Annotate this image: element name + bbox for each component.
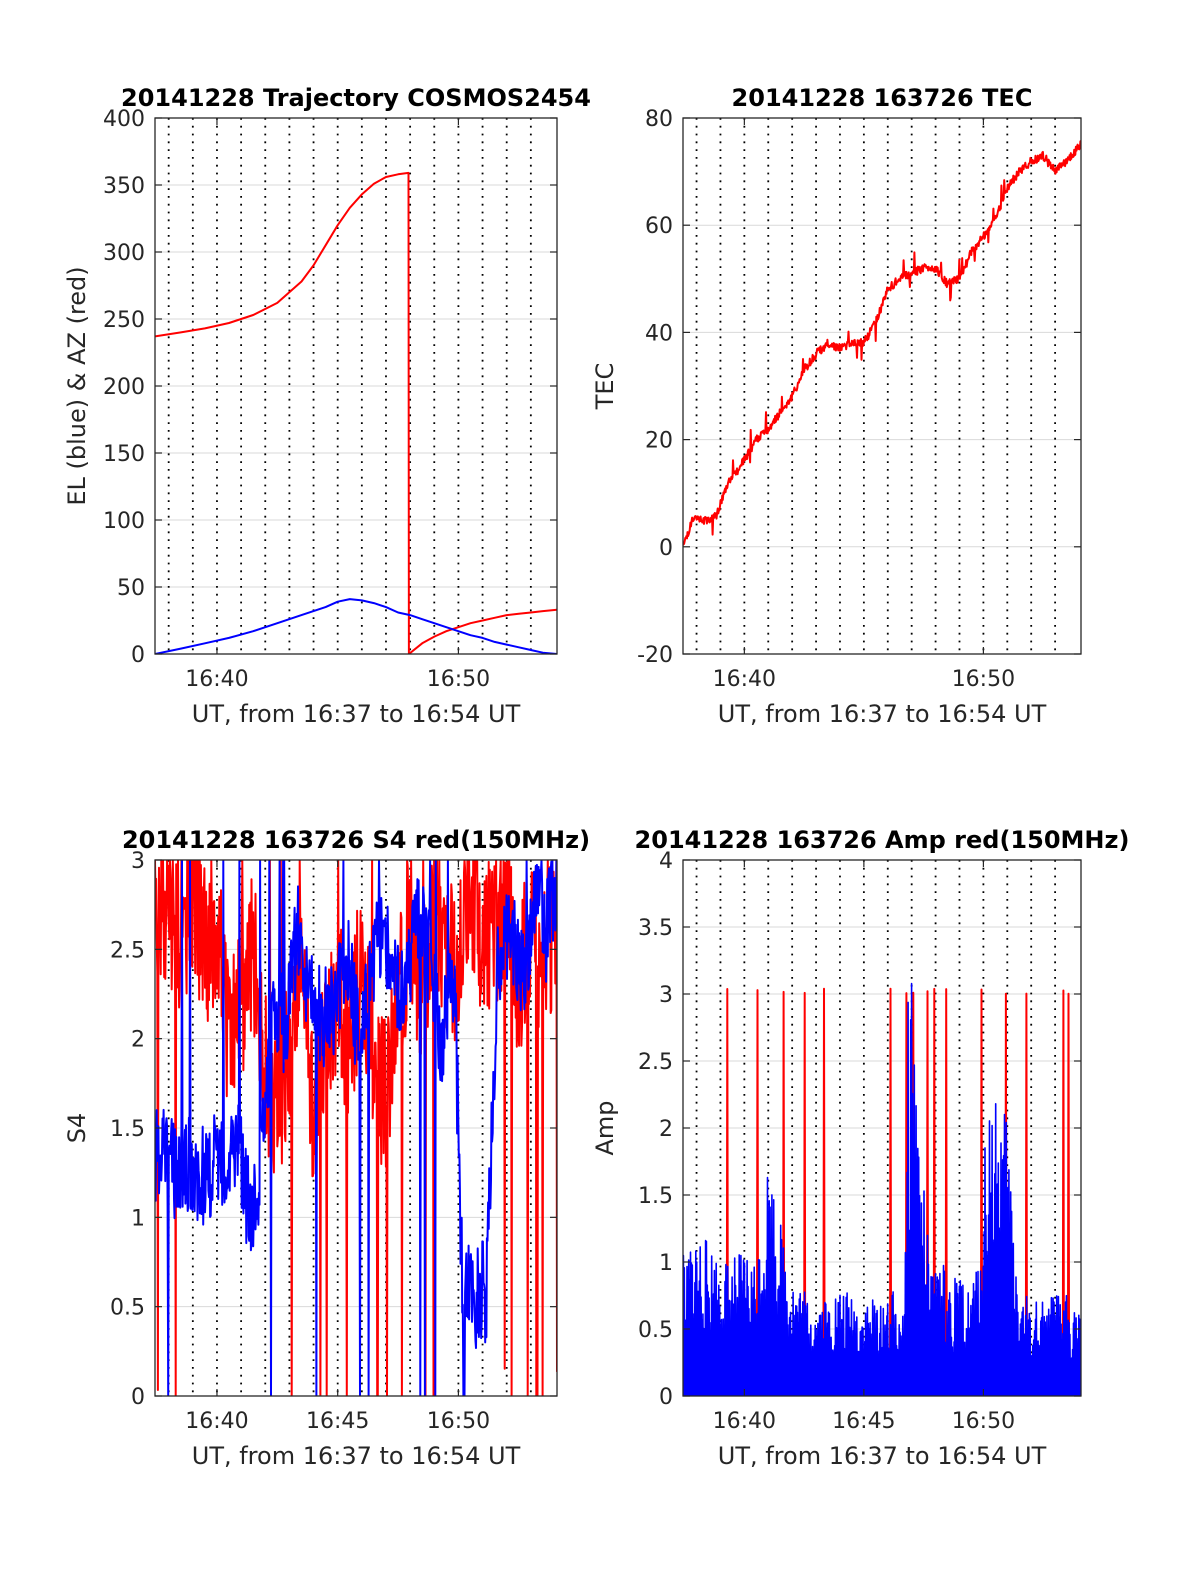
chart-trajectory: 0 50 100 150 200 250 300 350 400 16:40 16:50 201412…	[63, 84, 591, 728]
y-axis-label: S4	[63, 1113, 91, 1144]
ytick-label: 250	[103, 308, 145, 333]
chart-title: 20141228 163726 Amp red(150MHz)	[635, 826, 1130, 854]
xtick-label: 16:40	[713, 1409, 776, 1434]
y-axis-label: Amp	[591, 1100, 619, 1155]
ytick-label: 0.5	[110, 1296, 145, 1321]
ytick-label: 150	[103, 442, 145, 467]
ytick-label: 0	[131, 1385, 145, 1410]
xtick-label: 16:40	[185, 1409, 248, 1434]
ytick-label: 0	[131, 643, 145, 668]
plot-area	[155, 860, 557, 1396]
xtick-label: 16:45	[832, 1409, 895, 1434]
xtick-label: 16:40	[713, 667, 776, 692]
plot-area	[155, 171, 557, 654]
ytick-label: 0	[659, 1385, 673, 1410]
ytick-label: 4	[659, 849, 673, 874]
ytick-label: -20	[637, 643, 673, 668]
chart-tec: -20 0 20 40 60 80 16:40 16:50 20141228 163726 TE…	[591, 84, 1082, 728]
series-blue	[683, 982, 1081, 1396]
ytick-label: 0.5	[638, 1318, 673, 1343]
y-axis-label: TEC	[591, 363, 619, 411]
ytick-label: 1	[659, 1251, 673, 1276]
x-axis-label: UT, from 16:37 to 16:54 UT	[192, 1442, 521, 1470]
chart-s4: 0 0.5 1 1.5 2 2.5 3 16:40 16:45 16:50 20141228 163…	[63, 826, 590, 1470]
series-red	[155, 171, 557, 654]
series-red	[683, 140, 1081, 546]
axes-frame	[682, 117, 1082, 655]
ytick-label: 3	[131, 849, 145, 874]
chart-amp: 0 0.5 1 1.5 2 2.5 3 3.5 4 16:40 16:45 16:50 20141228…	[591, 826, 1129, 1470]
x-axis-label: UT, from 16:37 to 16:54 UT	[718, 1442, 1047, 1470]
ytick-label: 350	[103, 174, 145, 199]
xtick-label: 16:50	[952, 667, 1015, 692]
ytick-label: 1.5	[638, 1184, 673, 1209]
plot-area	[683, 982, 1081, 1396]
y-axis-label: EL (blue) & AZ (red)	[63, 266, 91, 505]
ytick-label: 1	[131, 1206, 145, 1231]
plot-area	[683, 140, 1081, 546]
ytick-label: 400	[103, 107, 145, 132]
ytick-label: 40	[645, 321, 673, 346]
ytick-label: 200	[103, 375, 145, 400]
chart-title: 20141228 163726 TEC	[732, 84, 1033, 112]
ytick-label: 20	[645, 429, 673, 454]
chart-title: 20141228 163726 S4 red(150MHz)	[122, 826, 590, 854]
ytick-label: 0	[659, 536, 673, 561]
x-axis-label: UT, from 16:37 to 16:54 UT	[192, 700, 521, 728]
xtick-label: 16:45	[306, 1409, 369, 1434]
ytick-label: 2.5	[110, 938, 145, 963]
ytick-label: 2.5	[638, 1050, 673, 1075]
ytick-label: 2	[131, 1028, 145, 1053]
ytick-label: 300	[103, 241, 145, 266]
series-blue	[155, 598, 557, 654]
ytick-label: 3	[659, 983, 673, 1008]
xtick-label: 16:50	[427, 667, 490, 692]
ytick-label: 1.5	[110, 1117, 145, 1142]
xtick-label: 16:50	[427, 1409, 490, 1434]
ytick-label: 2	[659, 1117, 673, 1142]
ytick-label: 60	[645, 214, 673, 239]
ytick-label: 50	[117, 576, 145, 601]
ytick-label: 3.5	[638, 916, 673, 941]
x-axis-label: UT, from 16:37 to 16:54 UT	[718, 700, 1047, 728]
ytick-label: 100	[103, 509, 145, 534]
xtick-label: 16:40	[185, 667, 248, 692]
xtick-label: 16:50	[952, 1409, 1015, 1434]
ytick-label: 80	[645, 107, 673, 132]
chart-title: 20141228 Trajectory COSMOS2454	[121, 84, 591, 112]
series-blue	[155, 860, 557, 1396]
